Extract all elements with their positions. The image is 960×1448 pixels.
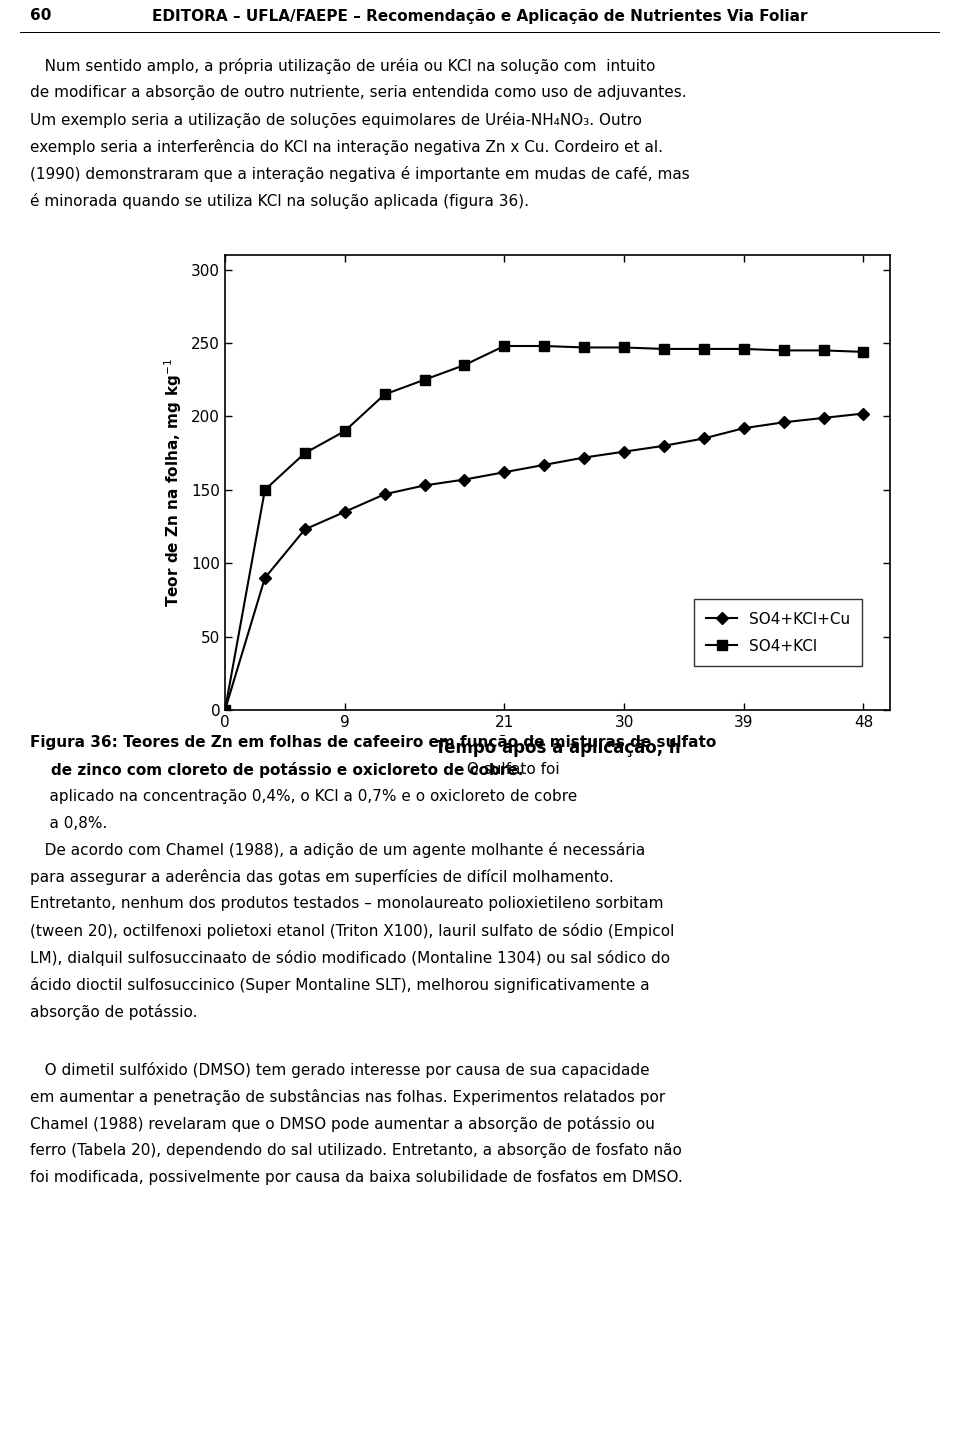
SO4+KCl xyxy=(300,445,311,462)
Text: aplicado na concentração 0,4%, o KCl a 0,7% e o oxicloreto de cobre: aplicado na concentração 0,4%, o KCl a 0… xyxy=(30,789,577,804)
SO4+KCl+Cu xyxy=(339,502,350,520)
Text: absorção de potássio.: absorção de potássio. xyxy=(30,1003,198,1019)
SO4+KCl+Cu xyxy=(539,456,550,473)
SO4+KCl+Cu xyxy=(219,701,230,718)
SO4+KCl xyxy=(778,342,789,359)
Text: é minorada quando se utiliza KCl na solução aplicada (figura 36).: é minorada quando se utiliza KCl na solu… xyxy=(30,193,529,209)
SO4+KCl xyxy=(698,340,709,358)
SO4+KCl xyxy=(219,701,230,718)
X-axis label: Tempo após a aplicação, h: Tempo após a aplicação, h xyxy=(435,738,681,757)
SO4+KCl+Cu xyxy=(738,420,750,437)
SO4+KCl+Cu xyxy=(459,471,470,488)
SO4+KCl+Cu xyxy=(778,414,789,432)
Line: SO4+KCl: SO4+KCl xyxy=(220,342,868,715)
SO4+KCl xyxy=(419,371,430,388)
SO4+KCl xyxy=(738,340,750,358)
Text: foi modificada, possivelmente por causa da baixa solubilidade de fosfatos em DMS: foi modificada, possivelmente por causa … xyxy=(30,1170,683,1184)
SO4+KCl xyxy=(578,339,589,356)
Text: (tween 20), octilfenoxi polietoxi etanol (Triton X100), lauril sulfato de sódio : (tween 20), octilfenoxi polietoxi etanol… xyxy=(30,922,674,938)
SO4+KCl xyxy=(818,342,829,359)
Text: EDITORA – UFLA/FAEPE – Recomendação e Aplicação de Nutrientes Via Foliar: EDITORA – UFLA/FAEPE – Recomendação e Ap… xyxy=(153,9,807,23)
Text: a 0,8%.: a 0,8%. xyxy=(30,817,108,831)
Text: Num sentido amplo, a própria utilização de uréia ou KCl na solução com  intuito: Num sentido amplo, a própria utilização … xyxy=(30,58,656,74)
Text: Chamel (1988) revelaram que o DMSO pode aumentar a absorção de potássio ou: Chamel (1988) revelaram que o DMSO pode … xyxy=(30,1116,655,1132)
SO4+KCl+Cu xyxy=(498,463,510,481)
Text: O dimetil sulfóxido (DMSO) tem gerado interesse por causa de sua capacidade: O dimetil sulfóxido (DMSO) tem gerado in… xyxy=(30,1061,650,1077)
Text: Entretanto, nenhum dos produtos testados – monolaureato polioxietileno sorbitam: Entretanto, nenhum dos produtos testados… xyxy=(30,896,663,911)
Text: 60: 60 xyxy=(30,9,52,23)
Text: Um exemplo seria a utilização de soluções equimolares de Uréia-NH₄NO₃. Outro: Um exemplo seria a utilização de soluçõe… xyxy=(30,111,642,127)
SO4+KCl+Cu xyxy=(857,405,869,423)
SO4+KCl+Cu xyxy=(818,410,829,427)
SO4+KCl xyxy=(339,423,350,440)
SO4+KCl+Cu xyxy=(259,569,271,586)
Text: De acordo com Chamel (1988), a adição de um agente molhante é necessária: De acordo com Chamel (1988), a adição de… xyxy=(30,841,645,859)
Text: para assegurar a aderência das gotas em superfícies de difícil molhamento.: para assegurar a aderência das gotas em … xyxy=(30,869,613,885)
Text: de zinco com cloreto de potássio e oxicloreto de cobre.: de zinco com cloreto de potássio e oxicl… xyxy=(30,762,523,778)
SO4+KCl+Cu xyxy=(419,476,430,494)
Text: de modificar a absorção de outro nutriente, seria entendida como uso de adjuvant: de modificar a absorção de outro nutrien… xyxy=(30,85,686,100)
SO4+KCl xyxy=(659,340,670,358)
Legend: SO4+KCl+Cu, SO4+KCl: SO4+KCl+Cu, SO4+KCl xyxy=(694,599,862,666)
SO4+KCl xyxy=(459,356,470,374)
SO4+KCl+Cu xyxy=(300,521,311,539)
Text: (1990) demonstraram que a interação negativa é importante em mudas de café, mas: (1990) demonstraram que a interação nega… xyxy=(30,167,689,182)
Line: SO4+KCl+Cu: SO4+KCl+Cu xyxy=(221,410,868,714)
SO4+KCl xyxy=(618,339,630,356)
SO4+KCl+Cu xyxy=(618,443,630,460)
SO4+KCl xyxy=(539,337,550,355)
SO4+KCl+Cu xyxy=(578,449,589,466)
Text: ácido dioctil sulfosuccinico (Super Montaline SLT), melhorou significativamente : ácido dioctil sulfosuccinico (Super Mont… xyxy=(30,977,650,993)
SO4+KCl xyxy=(379,385,391,403)
SO4+KCl xyxy=(498,337,510,355)
SO4+KCl+Cu xyxy=(659,437,670,455)
SO4+KCl+Cu xyxy=(379,485,391,502)
SO4+KCl xyxy=(259,481,271,498)
Text: O sulfato foi: O sulfato foi xyxy=(462,762,560,778)
Text: exemplo seria a interferência do KCl na interação negativa Zn x Cu. Cordeiro et : exemplo seria a interferência do KCl na … xyxy=(30,139,663,155)
Text: Figura 36: Teores de Zn em folhas de cafeeiro em função de misturas de sulfato: Figura 36: Teores de Zn em folhas de caf… xyxy=(30,736,716,750)
Text: LM), dialquil sulfosuccinaato de sódio modificado (Montaline 1304) ou sal sódico: LM), dialquil sulfosuccinaato de sódio m… xyxy=(30,950,670,966)
Y-axis label: Teor de Zn na folha, mg kg$^{-1}$: Teor de Zn na folha, mg kg$^{-1}$ xyxy=(162,358,184,607)
SO4+KCl+Cu xyxy=(698,430,709,447)
Text: ferro (Tabela 20), dependendo do sal utilizado. Entretanto, a absorção de fosfat: ferro (Tabela 20), dependendo do sal uti… xyxy=(30,1142,682,1158)
SO4+KCl xyxy=(857,343,869,361)
Text: em aumentar a penetração de substâncias nas folhas. Experimentos relatados por: em aumentar a penetração de substâncias … xyxy=(30,1089,665,1105)
